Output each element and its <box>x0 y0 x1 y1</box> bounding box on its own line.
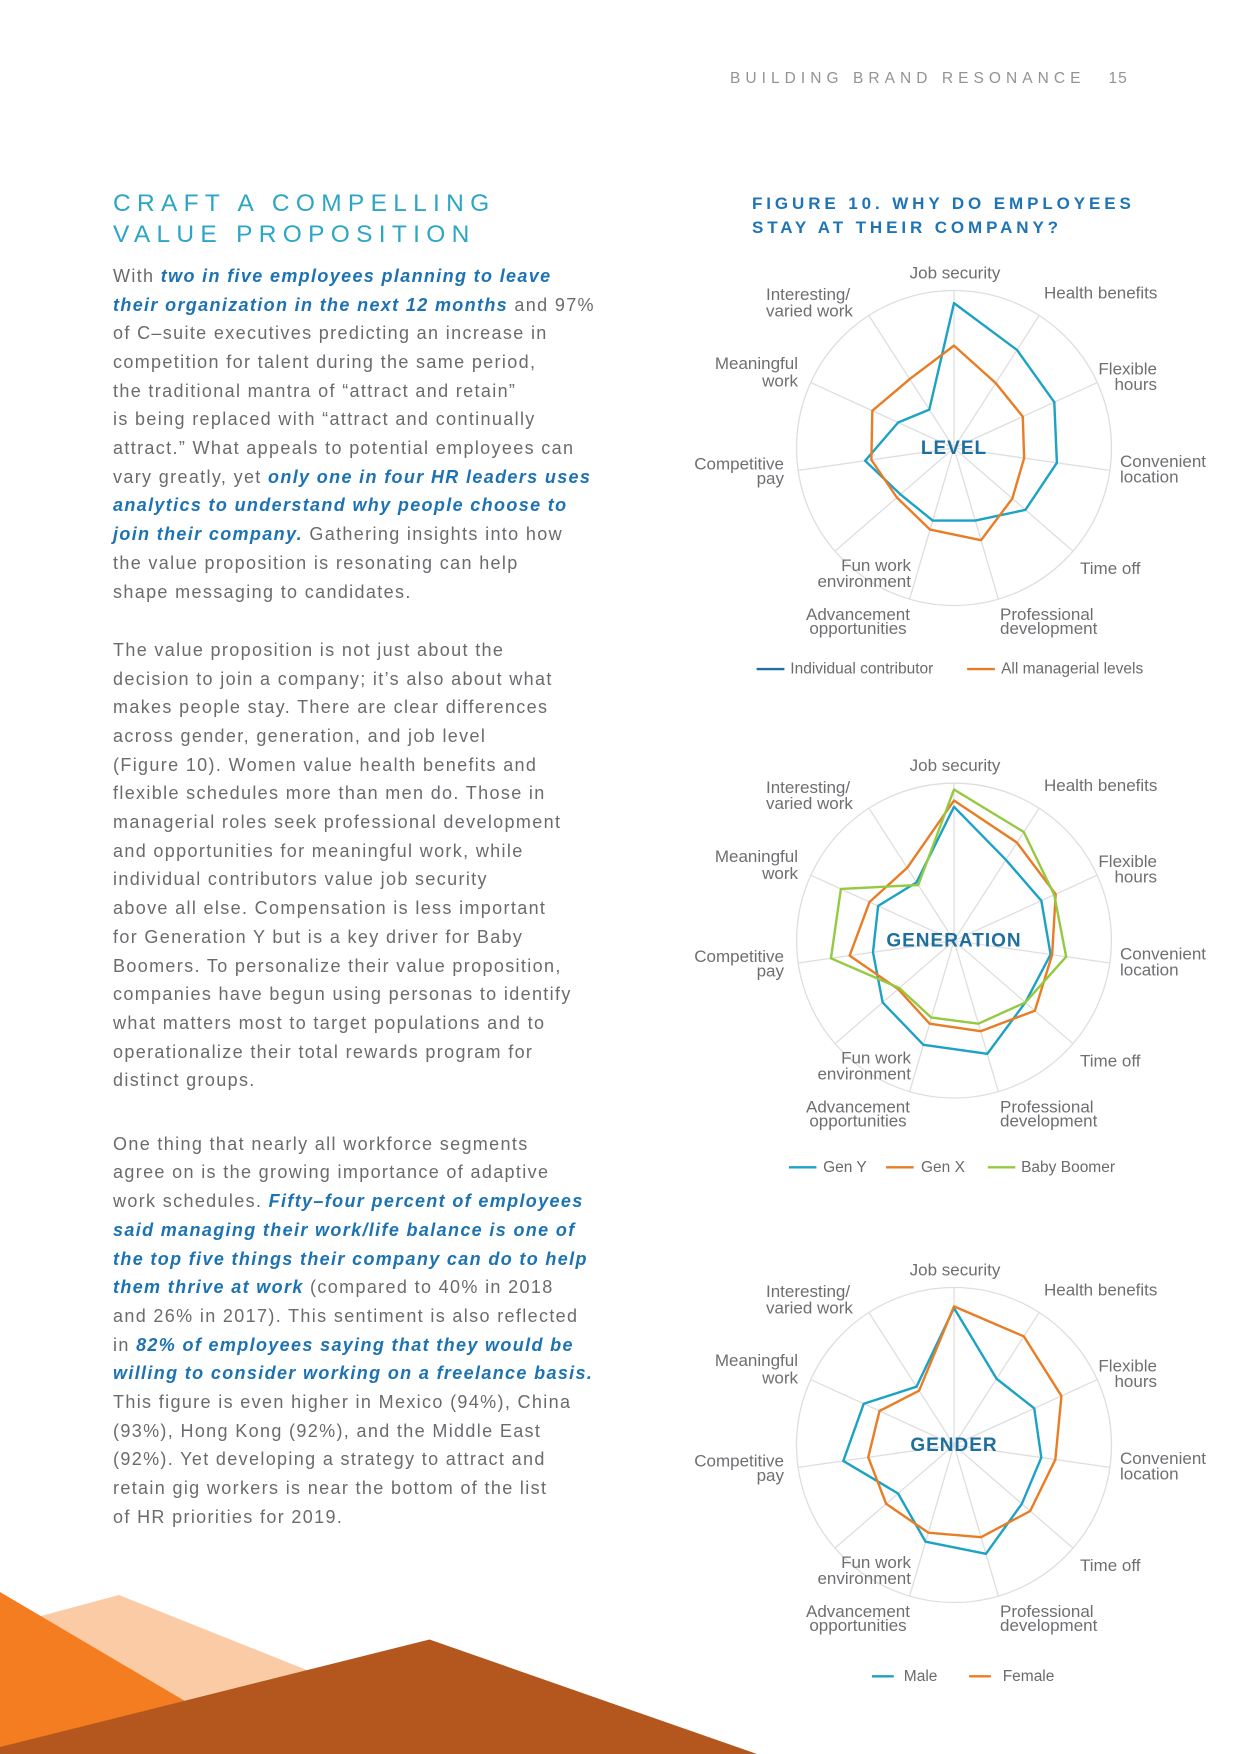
svg-text:environment: environment <box>817 1065 911 1084</box>
svg-text:opportunities: opportunities <box>809 619 906 638</box>
svg-text:LEVEL: LEVEL <box>921 438 987 459</box>
svg-text:All managerial levels: All managerial levels <box>1001 661 1143 678</box>
svg-text:Convenient: Convenient <box>1120 945 1206 964</box>
svg-text:Fun work: Fun work <box>841 1553 911 1572</box>
svg-text:location: location <box>1120 960 1179 979</box>
svg-text:Job security: Job security <box>910 1261 1001 1280</box>
svg-text:Time off: Time off <box>1080 1052 1141 1071</box>
svg-text:development: development <box>1000 1616 1098 1635</box>
svg-text:Interesting/: Interesting/ <box>766 285 850 304</box>
svg-text:opportunities: opportunities <box>809 1616 906 1635</box>
svg-text:Competitive: Competitive <box>694 455 784 474</box>
svg-text:environment: environment <box>817 572 911 591</box>
svg-text:Health benefits: Health benefits <box>1044 1281 1157 1300</box>
svg-text:Baby Boomer: Baby Boomer <box>1021 1159 1115 1176</box>
svg-text:Advancement: Advancement <box>806 605 910 624</box>
svg-text:Job security: Job security <box>910 264 1001 283</box>
svg-text:hours: hours <box>1114 867 1157 886</box>
svg-text:Professional: Professional <box>1000 1602 1094 1621</box>
svg-text:Time off: Time off <box>1080 1556 1141 1575</box>
svg-text:pay: pay <box>757 469 785 488</box>
svg-text:Male: Male <box>904 1668 938 1685</box>
svg-text:varied work: varied work <box>766 794 853 813</box>
svg-text:Time off: Time off <box>1080 559 1141 578</box>
svg-text:hours: hours <box>1114 1372 1157 1391</box>
svg-text:pay: pay <box>757 1466 785 1485</box>
svg-text:environment: environment <box>817 1569 911 1588</box>
svg-text:Convenient: Convenient <box>1120 452 1206 471</box>
svg-text:Fun work: Fun work <box>841 1049 911 1068</box>
svg-text:work: work <box>761 372 798 391</box>
svg-text:opportunities: opportunities <box>809 1112 906 1131</box>
svg-text:Advancement: Advancement <box>806 1602 910 1621</box>
svg-text:development: development <box>1000 1112 1098 1131</box>
svg-text:Competitive: Competitive <box>694 1452 784 1471</box>
svg-text:Convenient: Convenient <box>1120 1449 1206 1468</box>
svg-text:work: work <box>761 1369 798 1388</box>
svg-text:Individual contributor: Individual contributor <box>790 661 933 678</box>
svg-text:Meaningful: Meaningful <box>715 847 798 866</box>
svg-text:hours: hours <box>1114 375 1157 394</box>
svg-text:Meaningful: Meaningful <box>715 1351 798 1370</box>
svg-text:Flexible: Flexible <box>1098 852 1157 871</box>
svg-text:Flexible: Flexible <box>1098 1356 1157 1375</box>
svg-text:Professional: Professional <box>1000 1098 1094 1117</box>
svg-text:pay: pay <box>757 961 785 980</box>
svg-text:Professional: Professional <box>1000 605 1094 624</box>
svg-text:Job security: Job security <box>910 756 1001 775</box>
svg-text:Health benefits: Health benefits <box>1044 284 1157 303</box>
svg-text:development: development <box>1000 619 1098 638</box>
svg-text:Flexible: Flexible <box>1098 359 1157 378</box>
svg-text:Interesting/: Interesting/ <box>766 778 850 797</box>
svg-text:Health benefits: Health benefits <box>1044 776 1157 795</box>
svg-text:Meaningful: Meaningful <box>715 354 798 373</box>
svg-text:GENDER: GENDER <box>910 1435 997 1456</box>
svg-text:varied work: varied work <box>766 1298 853 1317</box>
svg-text:Gen Y: Gen Y <box>823 1159 867 1176</box>
svg-text:Gen X: Gen X <box>921 1159 966 1176</box>
svg-text:location: location <box>1120 1465 1179 1484</box>
svg-text:Female: Female <box>1003 1668 1055 1685</box>
svg-text:GENERATION: GENERATION <box>886 931 1021 952</box>
svg-text:Competitive: Competitive <box>694 947 784 966</box>
svg-text:varied work: varied work <box>766 301 853 320</box>
svg-text:location: location <box>1120 468 1179 487</box>
svg-text:Advancement: Advancement <box>806 1098 910 1117</box>
svg-text:work: work <box>761 864 798 883</box>
svg-text:Interesting/: Interesting/ <box>766 1282 850 1301</box>
svg-text:Fun work: Fun work <box>841 556 911 575</box>
